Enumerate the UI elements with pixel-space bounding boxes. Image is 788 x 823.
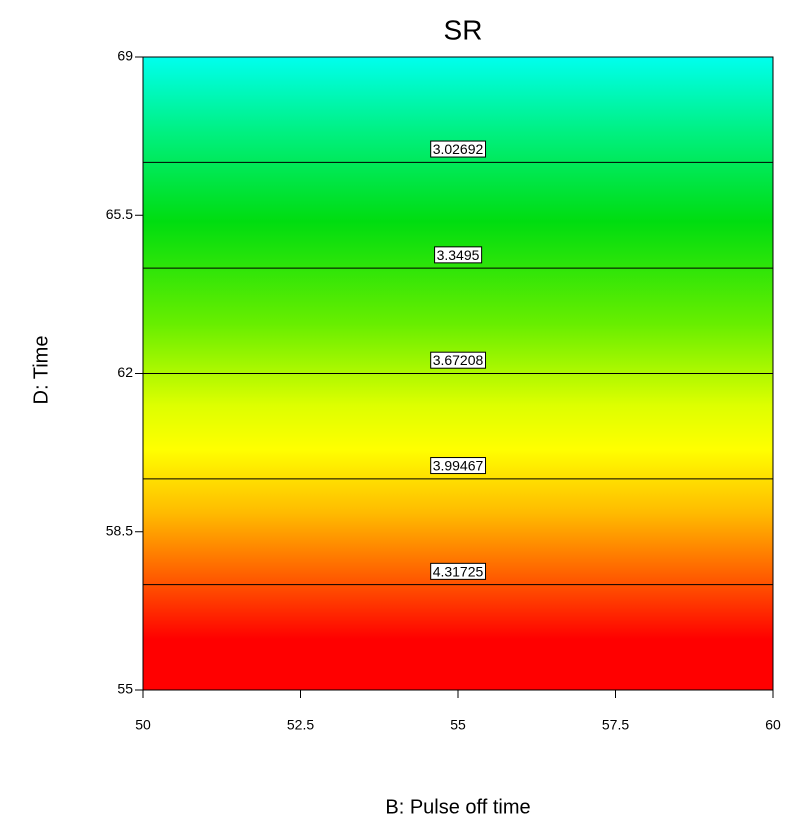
y-tick-label: 69 — [117, 48, 133, 64]
x-tick-label: 52.5 — [287, 717, 314, 733]
x-tick-label: 60 — [765, 717, 781, 733]
contour-label: 3.3495 — [437, 247, 480, 263]
x-tick-label: 55 — [450, 717, 466, 733]
y-axis-label: D: Time — [30, 336, 52, 405]
contour-label: 3.99467 — [433, 458, 484, 474]
y-tick-label: 65.5 — [106, 206, 133, 222]
contour-label: 4.31725 — [433, 563, 484, 579]
x-tick-label: 50 — [135, 717, 151, 733]
chart: SR B: Pulse off time D: Time 3.02692 3.34… — [0, 0, 788, 823]
y-tick-label: 58.5 — [106, 522, 133, 538]
y-tick-label: 62 — [117, 364, 133, 380]
contour-label: 3.02692 — [433, 141, 484, 157]
x-tick-label: 57.5 — [602, 717, 629, 733]
y-tick-label: 55 — [117, 681, 133, 697]
contour-label: 3.67208 — [433, 352, 484, 368]
x-axis-label: B: Pulse off time — [385, 796, 530, 818]
chart-title: SR — [444, 14, 483, 45]
